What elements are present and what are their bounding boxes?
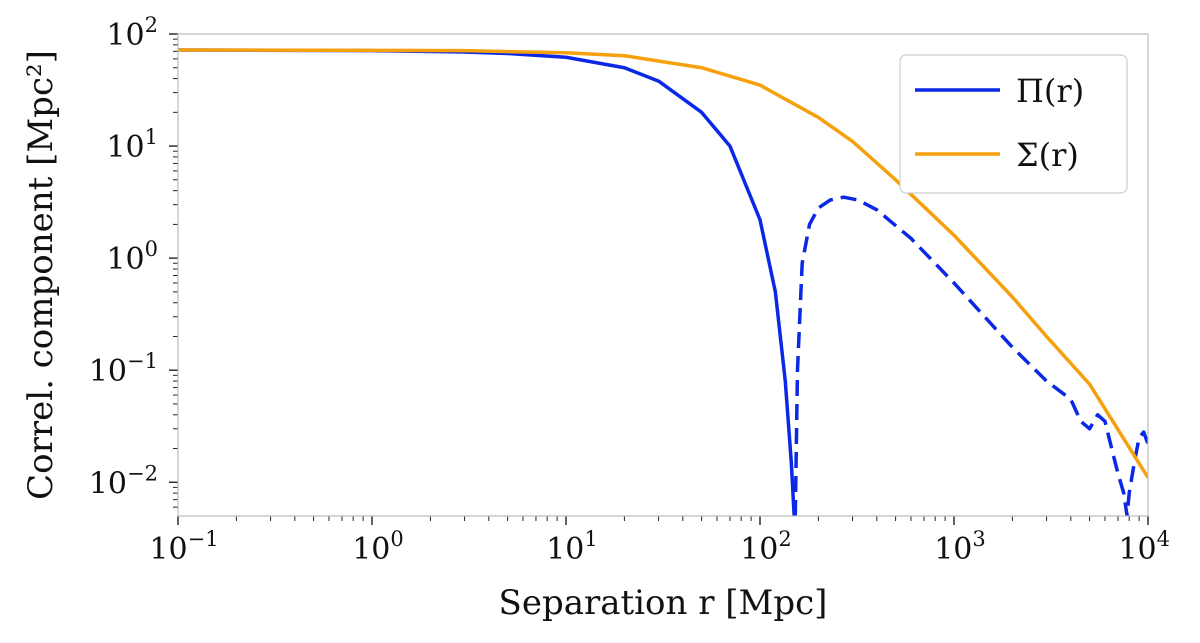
x-tick-label: 100 xyxy=(352,527,404,567)
legend-box xyxy=(899,54,1128,194)
y-tick-label: 100 xyxy=(106,237,158,277)
series-line-0-dashed xyxy=(793,195,1148,516)
x-tick-label: 104 xyxy=(1118,527,1170,567)
major-ticks xyxy=(169,33,1149,525)
x-tick-label: 10−1 xyxy=(149,527,218,567)
x-tick-label: 102 xyxy=(740,527,792,567)
svg-text:Correl. component [Mpc²]: Correl. component [Mpc²] xyxy=(21,50,61,500)
y-axis-title: Correl. component [Mpc²] xyxy=(21,50,61,500)
tick-labels: 10−1 100 101 102 103 104 10−2 10−1 100 101 102 xyxy=(89,13,1170,567)
y-tick-label: 101 xyxy=(106,125,158,165)
series-line-0-solid xyxy=(178,48,796,516)
x-axis-title: Separation r [Mpc] xyxy=(499,583,828,623)
y-tick-label: 10−2 xyxy=(89,461,158,501)
y-tick-label: 10−1 xyxy=(89,349,158,389)
svg-text:Separation r [Mpc]: Separation r [Mpc] xyxy=(499,583,828,623)
legend: Π(r) Σ(r) xyxy=(899,54,1128,194)
minor-ticks xyxy=(173,38,1140,521)
legend-label-sigma: Σ(r) xyxy=(1016,136,1079,174)
legend-label-pi: Π(r) xyxy=(1016,72,1084,110)
x-tick-label: 103 xyxy=(934,527,986,567)
y-tick-label: 102 xyxy=(106,13,158,53)
plot-frame xyxy=(177,33,1149,517)
series-layer xyxy=(178,48,1148,516)
series-line-1-solid xyxy=(178,48,1148,479)
x-tick-label: 101 xyxy=(546,527,598,567)
